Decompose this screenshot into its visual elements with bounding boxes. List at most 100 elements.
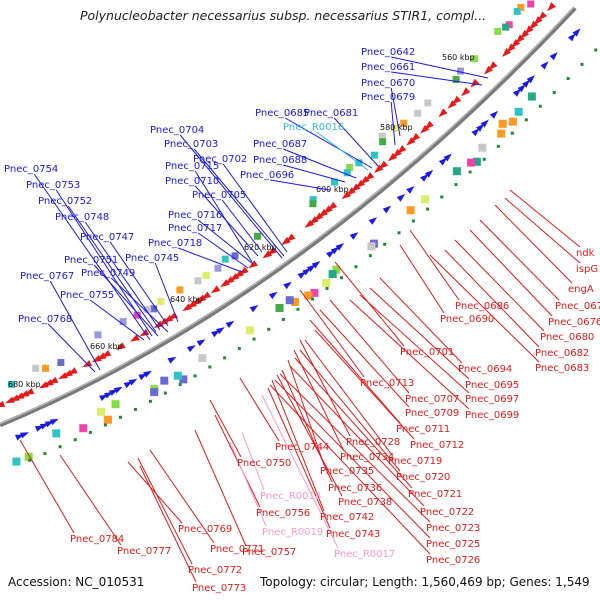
leader-line — [287, 359, 325, 466]
feature-box — [202, 272, 210, 280]
feature-box — [214, 264, 222, 272]
gene-label: Pnec_0702 — [193, 154, 247, 165]
gene-label: Pnec_0777 — [117, 546, 171, 557]
gene-label: Pnec_0753 — [26, 180, 80, 191]
gene-label: Pnec_0707 — [405, 394, 459, 405]
gene-label: Pnec_0773 — [192, 583, 246, 594]
feature-box — [328, 270, 337, 279]
feature-box — [32, 364, 40, 372]
feature-box — [198, 354, 207, 363]
feature-box — [378, 132, 386, 140]
gc-dot — [426, 207, 430, 211]
gene-label: Pnec_0683 — [535, 363, 589, 374]
leader-line — [194, 170, 253, 263]
gene-label: Pnec_0680 — [540, 332, 594, 343]
leader-line — [179, 134, 283, 259]
feature-box — [379, 138, 387, 146]
gc-dot — [88, 430, 92, 434]
gc-dot — [524, 118, 528, 122]
gene-label: Pnec_R0019 — [262, 527, 323, 538]
leader-line — [274, 379, 431, 539]
gene-label: Pnec_0744 — [275, 442, 329, 453]
gene-arrow — [0, 400, 6, 408]
leader-line — [110, 277, 169, 333]
feature-box — [424, 99, 432, 107]
leader-line — [444, 249, 540, 348]
gc-dot — [267, 327, 271, 331]
gene-arrow — [529, 20, 539, 30]
gene-arrow — [567, 33, 576, 42]
leader-line — [504, 197, 581, 264]
leader-line — [284, 117, 373, 169]
gene-arrow — [330, 246, 340, 255]
gene-arrow — [476, 123, 485, 132]
feature-box — [231, 252, 239, 260]
leader-line — [319, 309, 410, 408]
leader-line — [279, 373, 431, 523]
gene-label: Pnec_0743 — [326, 529, 380, 540]
gene-arrow — [480, 119, 489, 128]
gene-arrow — [547, 2, 556, 12]
feature-box — [322, 278, 331, 287]
gc-dot — [208, 365, 212, 369]
gene-label: Pnec_0705 — [192, 190, 246, 201]
gene-arrow — [572, 28, 581, 37]
gene-arrow — [143, 370, 152, 378]
leader-line — [276, 374, 343, 497]
gene-arrow — [420, 124, 430, 134]
feature-box — [309, 196, 317, 204]
gene-label: Pnec_0718 — [148, 238, 202, 249]
gene-arrow — [326, 250, 335, 258]
gene-arrow — [517, 84, 526, 93]
feature-box — [470, 55, 478, 63]
leader-line — [59, 454, 122, 546]
leader-line — [299, 349, 401, 472]
gene-arrow — [262, 250, 273, 259]
gene-arrow — [49, 418, 59, 425]
gene-arrow — [522, 79, 531, 88]
gene-arrow — [220, 279, 230, 288]
leader-line — [409, 229, 460, 301]
gene-arrow — [216, 327, 225, 335]
feature-box — [421, 195, 430, 204]
leader-line — [214, 414, 261, 508]
gene-label: Pnec_R0018 — [260, 491, 321, 502]
feature-box — [96, 407, 105, 416]
feature-box — [343, 169, 351, 177]
gene-label: Pnec_0715 — [165, 161, 219, 172]
leader-line — [333, 117, 379, 167]
gc-dot — [296, 307, 300, 311]
leader-line — [314, 329, 415, 440]
gene-label: Pnec_0725 — [426, 539, 480, 550]
kbp-tick-label: 660 kbp — [90, 342, 123, 351]
gene-arrow — [470, 78, 480, 88]
gene-arrow — [304, 219, 314, 228]
leader-line — [509, 189, 581, 248]
feature-box — [414, 109, 422, 117]
feature-box — [517, 3, 525, 11]
leader-line — [271, 379, 325, 512]
gene-arrow — [438, 108, 448, 118]
gene-arrow — [130, 334, 140, 342]
gene-arrow — [549, 52, 558, 61]
gene-label: engA — [568, 284, 594, 295]
gene-arrow — [382, 205, 392, 214]
gene-label: Pnec_0748 — [55, 212, 109, 223]
gene-arrow — [489, 110, 499, 119]
gc-dot — [482, 157, 486, 161]
feature-box — [367, 242, 376, 251]
leader-line — [241, 431, 265, 491]
feature-box — [310, 288, 319, 297]
gene-arrow — [502, 48, 511, 57]
gene-label: Pnec_0752 — [38, 196, 92, 207]
feature-box — [508, 117, 517, 126]
gc-dot — [411, 219, 415, 223]
gc-dot — [237, 347, 241, 351]
gene-arrow — [39, 423, 49, 430]
feature-box — [497, 129, 506, 138]
leader-line — [281, 369, 333, 483]
feature-box — [194, 277, 202, 285]
gene-label: Pnec_0749 — [81, 268, 135, 279]
gene-label: Pnec_0685 — [255, 108, 309, 119]
feature-box — [221, 255, 229, 263]
